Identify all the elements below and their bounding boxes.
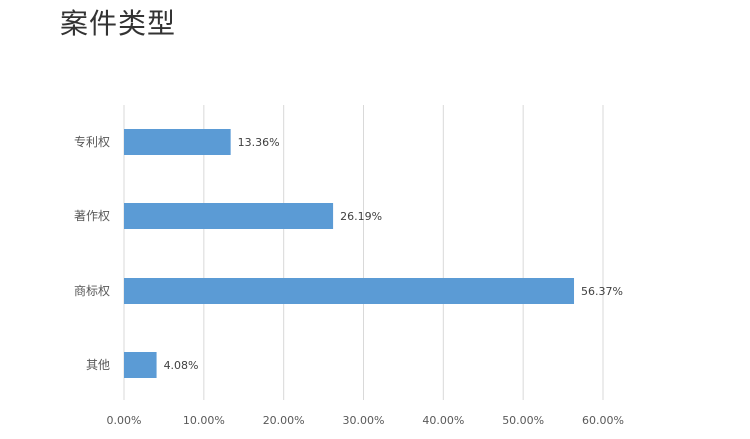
value-label-1: 26.19%: [340, 210, 382, 223]
bars: [124, 129, 575, 378]
bar-3: [124, 352, 157, 378]
x-tick-label-6: 60.00%: [582, 414, 624, 427]
bar-0: [124, 129, 231, 155]
chart-title: 案件类型: [60, 7, 177, 40]
value-label-2: 56.37%: [581, 285, 623, 298]
labels: 0.00% 10.00% 20.00% 30.00% 40.00% 50.00% 60.00…: [74, 134, 624, 427]
x-tick-label-3: 30.00%: [343, 414, 385, 427]
x-tick-label-2: 20.00%: [263, 414, 305, 427]
category-label-0: 专利权: [74, 134, 110, 149]
category-label-3: 其他: [86, 358, 110, 372]
x-tick-label-4: 40.00%: [422, 414, 464, 427]
value-label-3: 4.08%: [164, 359, 199, 372]
category-label-2: 商标权: [74, 283, 110, 298]
x-tick-label-5: 50.00%: [502, 414, 544, 427]
category-label-1: 著作权: [74, 209, 110, 223]
x-tick-label-1: 10.00%: [183, 414, 225, 427]
x-tick-label-0: 0.00%: [107, 414, 142, 427]
value-label-0: 13.36%: [238, 136, 280, 149]
bar-1: [124, 203, 334, 229]
bar-2: [124, 278, 575, 304]
